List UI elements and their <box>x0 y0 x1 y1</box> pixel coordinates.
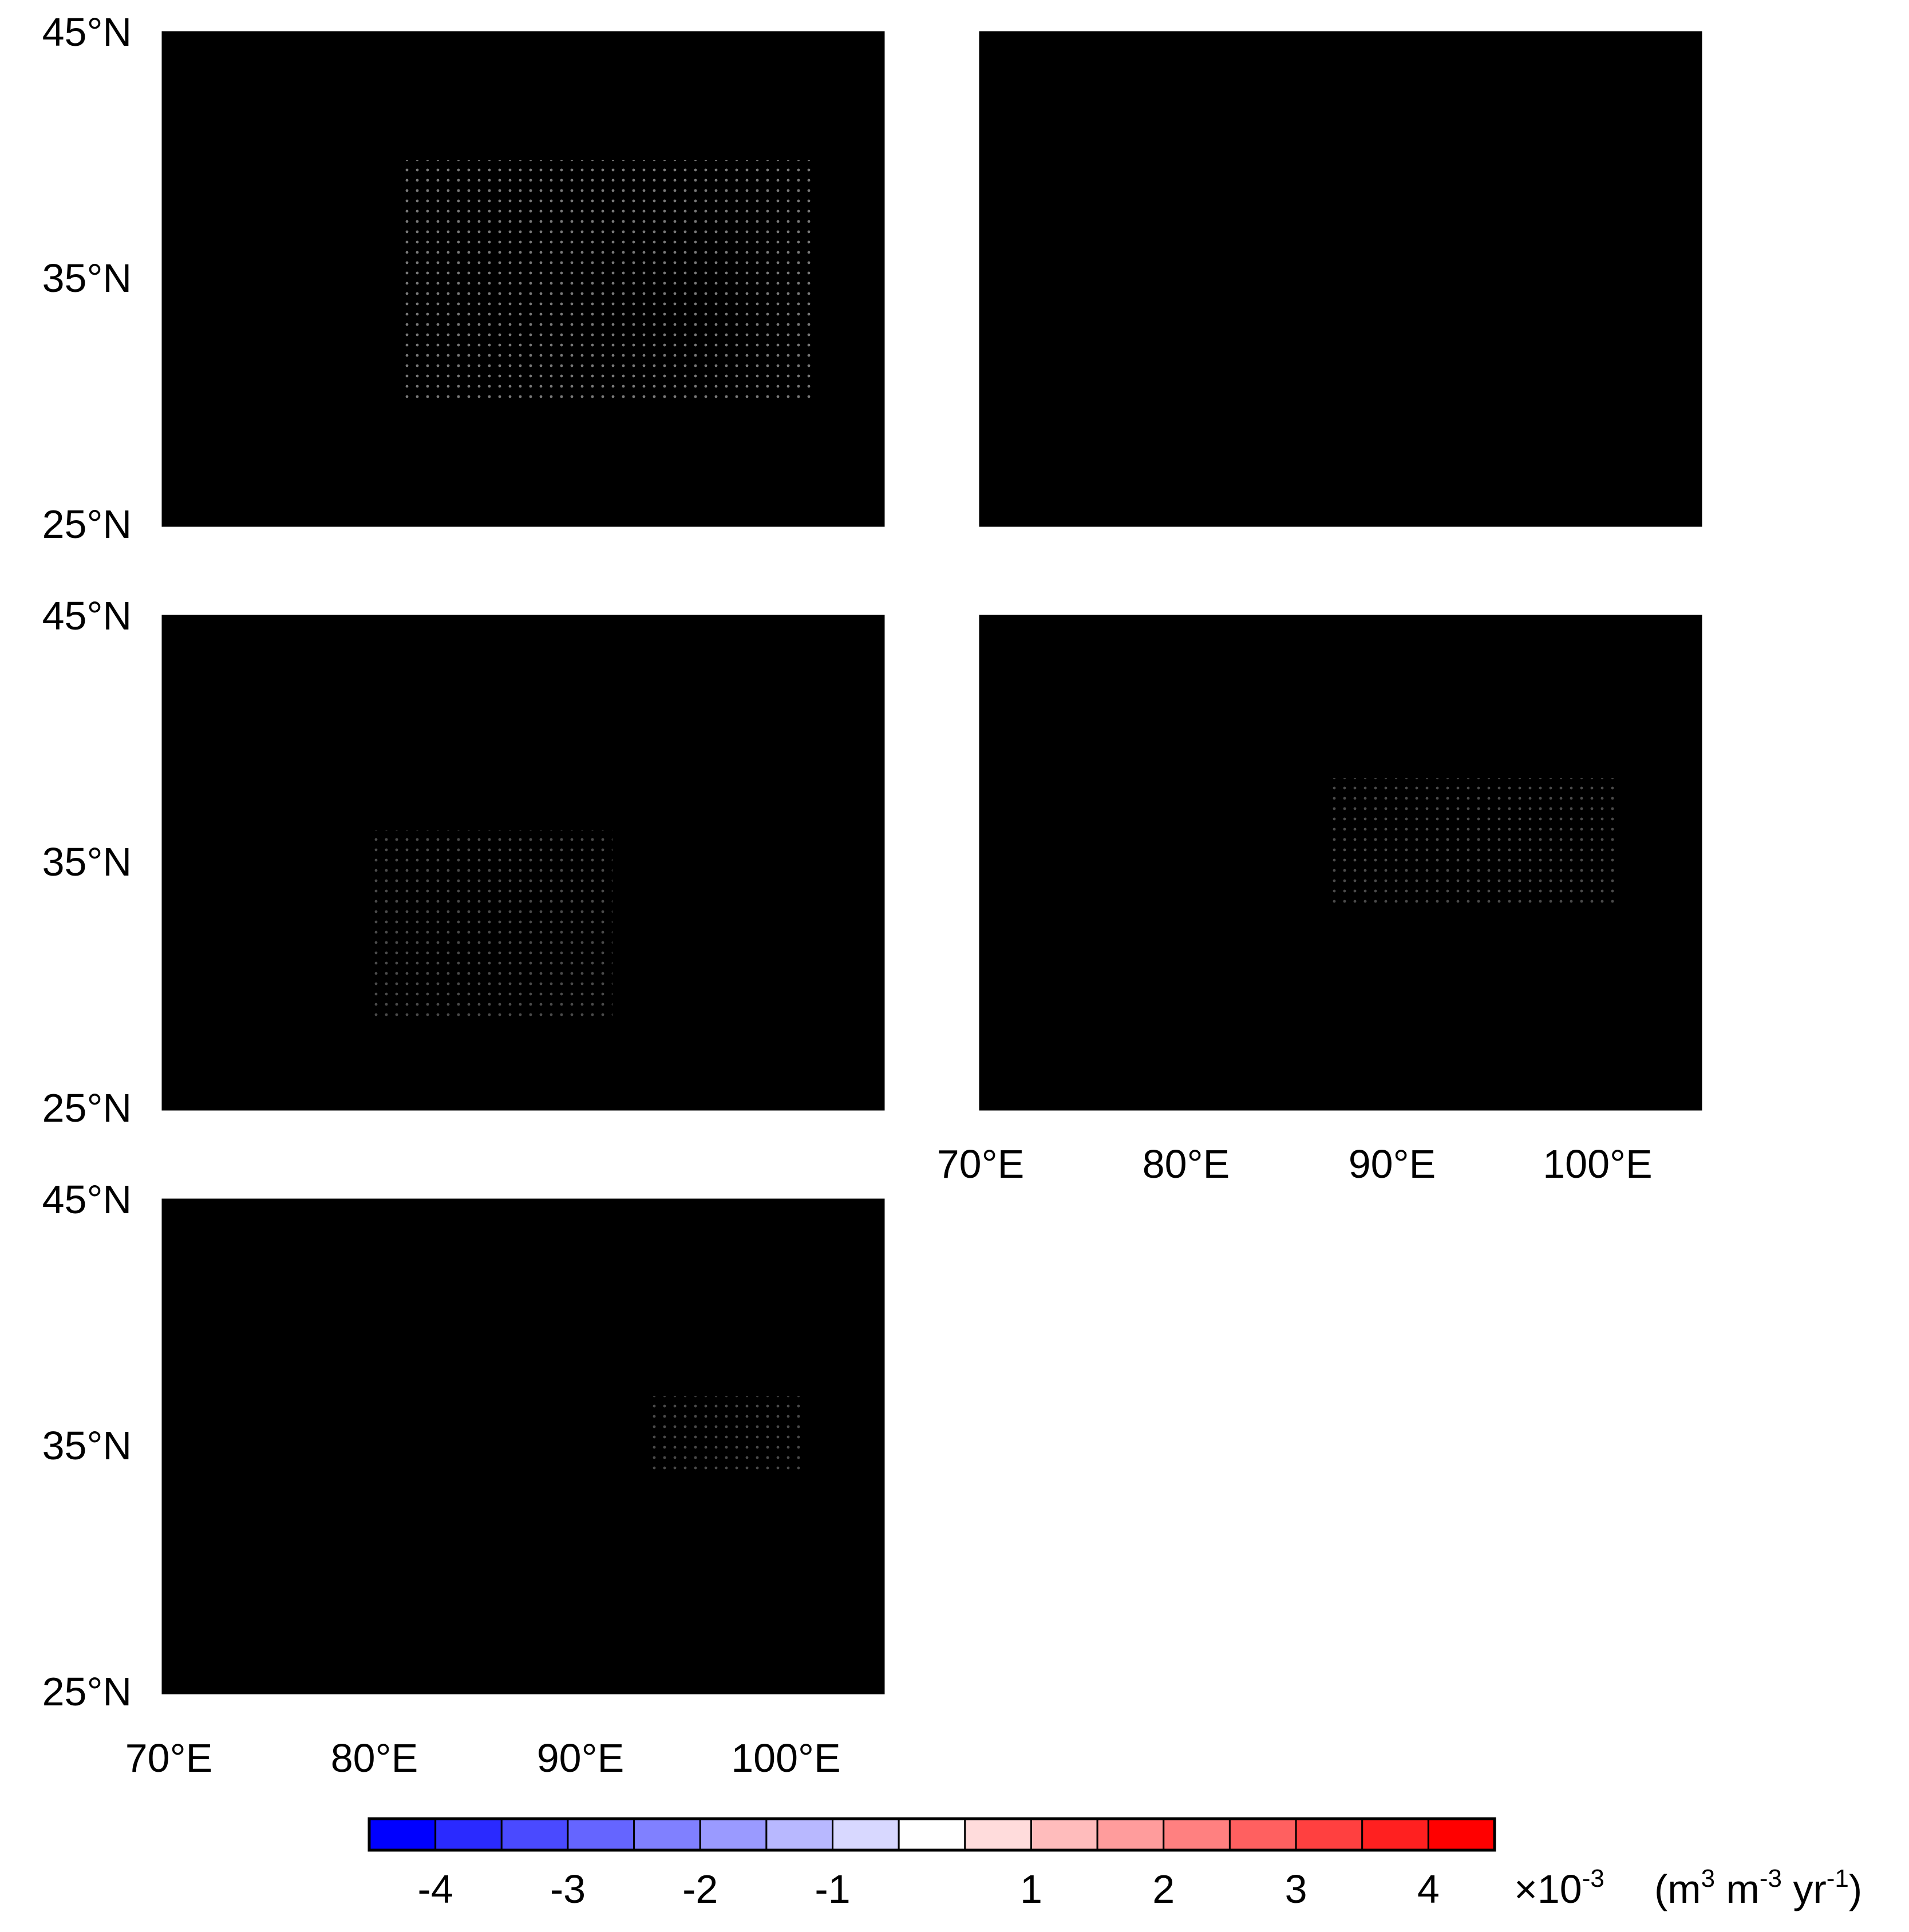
units-part-0: (m <box>1654 1867 1701 1911</box>
panel-e-lat-35: 35°N <box>42 1423 132 1468</box>
panel-d-lon-80: 80°E <box>1143 1142 1230 1186</box>
colorbar-cell <box>434 1818 503 1851</box>
colorbar-cell <box>1096 1818 1165 1851</box>
panel-e <box>161 1198 885 1695</box>
panel-d-title: d) MERRA2 <box>1007 626 1227 672</box>
colorbar-multiplier: ×10-3 <box>1514 1864 1604 1911</box>
colorbar-cell <box>765 1818 834 1851</box>
units-part-2: m <box>1715 1867 1760 1911</box>
units-part-6: ) <box>1849 1867 1862 1911</box>
panel-e-lon-90: 90°E <box>537 1736 625 1780</box>
colorbar-cell <box>898 1818 966 1851</box>
colorbar-multiplier-base: ×10 <box>1514 1867 1582 1911</box>
colorbar-tick-label: -1 <box>815 1867 850 1911</box>
panel-a-lat-35: 35°N <box>42 256 132 300</box>
colorbar-frame <box>367 1817 1496 1852</box>
colorbar-cell <box>699 1818 768 1851</box>
panel-c-lat-45: 45°N <box>42 593 132 638</box>
panel-e-title: e) GLDAS Noah <box>189 1210 487 1256</box>
colorbar-cell <box>1361 1818 1429 1851</box>
colorbar-tick-label: 3 <box>1285 1867 1307 1911</box>
colorbar-cell <box>832 1818 900 1851</box>
colorbar-cell <box>1427 1818 1496 1851</box>
colorbar-cell <box>567 1818 635 1851</box>
colorbar-cell <box>1163 1818 1231 1851</box>
panel-d-lon-90: 90°E <box>1349 1142 1436 1186</box>
colorbar: -4 -3 -2 -1 1 2 3 4 ×10-3 (m3 m-3 yr-1) <box>367 1817 1862 1911</box>
panel-c <box>161 615 885 1111</box>
colorbar-tick-label: -4 <box>418 1867 453 1911</box>
colorbar-cell <box>1228 1818 1297 1851</box>
panel-d <box>979 615 1702 1111</box>
panel-e-map <box>163 1200 883 1693</box>
colorbar-cell <box>368 1818 437 1851</box>
panel-e-lon-70: 70°E <box>125 1736 213 1780</box>
panel-a-lat-45: 45°N <box>42 10 132 54</box>
colorbar-cell <box>1030 1818 1098 1851</box>
panel-a <box>161 31 885 527</box>
colorbar-cell <box>500 1818 569 1851</box>
panel-a-lat-25: 25°N <box>42 502 132 547</box>
colorbar-multiplier-exp: -3 <box>1582 1864 1604 1893</box>
panel-d-lon-100: 100°E <box>1543 1142 1652 1186</box>
units-part-3: -3 <box>1760 1864 1782 1893</box>
panel-a-title: a) SSM/I <box>189 42 349 88</box>
colorbar-tick-label: 2 <box>1152 1867 1175 1911</box>
panel-b <box>979 31 1702 527</box>
panel-e-lon-100: 100°E <box>731 1736 840 1780</box>
panel-e-lat-45: 45°N <box>42 1177 132 1222</box>
units-part-5: -1 <box>1827 1864 1849 1893</box>
colorbar-tick-label: -2 <box>682 1867 718 1911</box>
colorbar-tick-label: 4 <box>1417 1867 1440 1911</box>
panel-c-lat-35: 35°N <box>42 840 132 884</box>
colorbar-cell <box>1295 1818 1363 1851</box>
colorbar-tick-label: -3 <box>550 1867 586 1911</box>
panel-e-lat-25: 25°N <box>42 1669 132 1714</box>
colorbar-units: (m3 m-3 yr-1) <box>1654 1864 1862 1911</box>
units-part-1: 3 <box>1701 1864 1715 1893</box>
panel-e-lon-80: 80°E <box>331 1736 418 1780</box>
panel-c-title: c) ERA5-Land <box>189 626 448 672</box>
panel-d-lon-70: 70°E <box>937 1142 1025 1186</box>
axis-ticks <box>162 31 1702 1694</box>
panel-c-lat-25: 25°N <box>42 1086 132 1130</box>
panel-b-title: b) ECV COMBINED <box>1007 42 1374 88</box>
panel-b-map <box>1060 151 1654 481</box>
units-part-4: yr <box>1782 1867 1827 1911</box>
colorbar-cell <box>633 1818 701 1851</box>
colorbar-tick-label: 1 <box>1020 1867 1042 1911</box>
colorbar-cell <box>964 1818 1032 1851</box>
